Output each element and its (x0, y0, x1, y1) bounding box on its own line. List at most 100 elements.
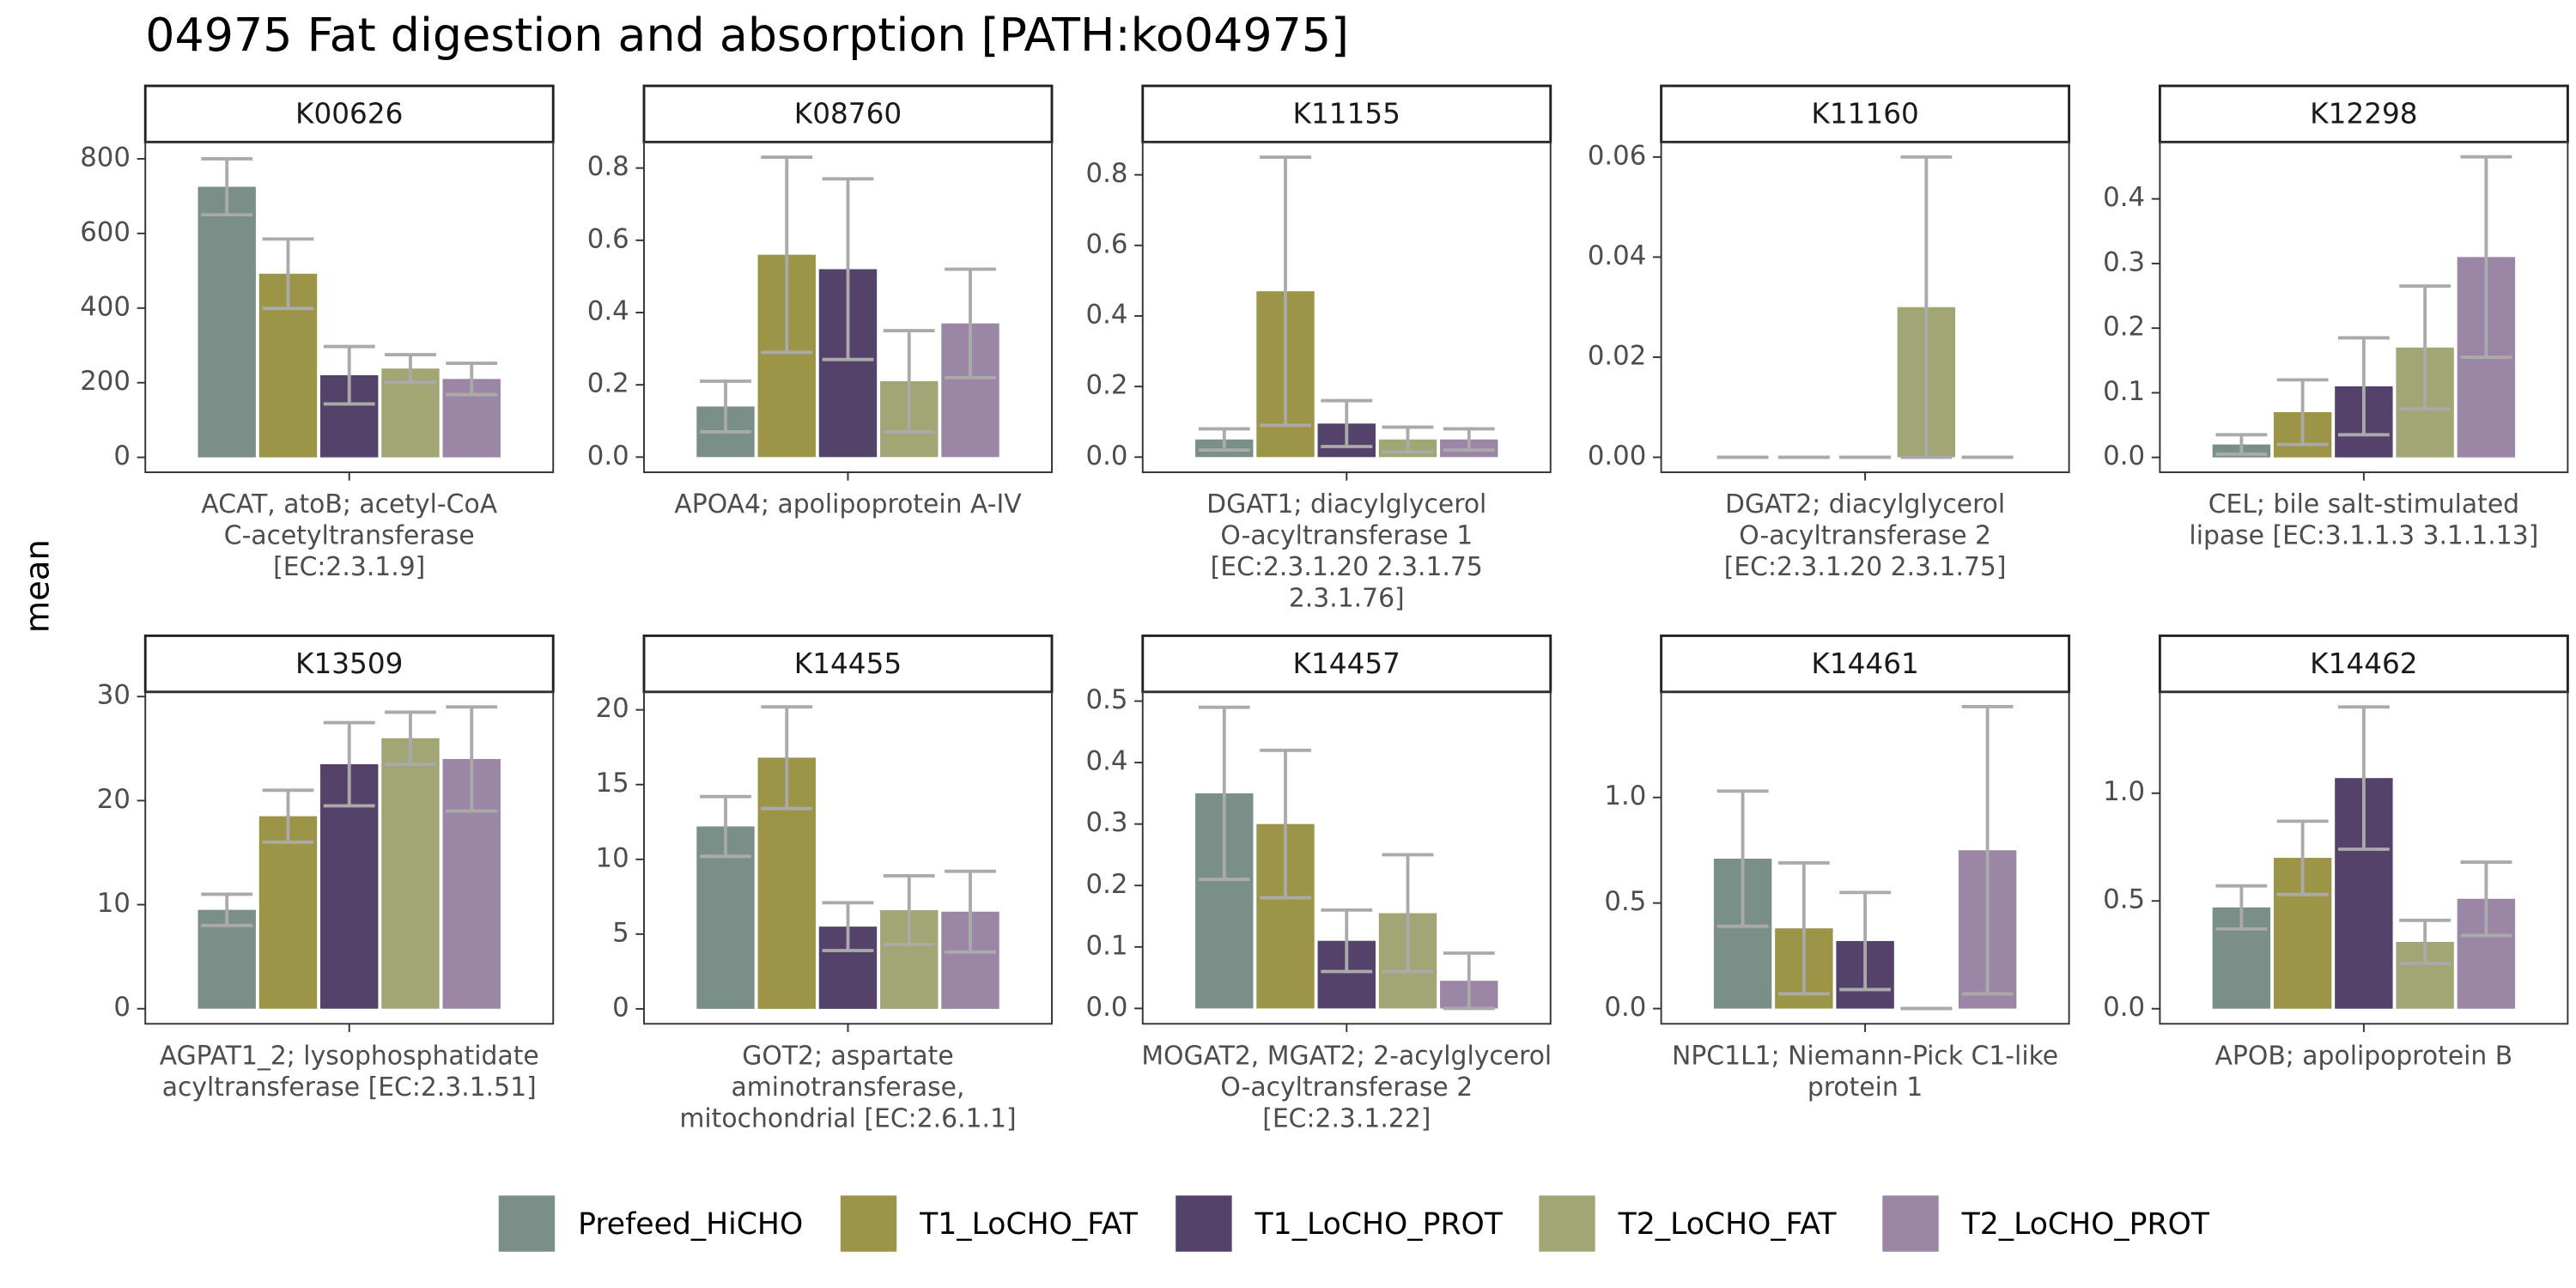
y-tick-label: 0.00 (1588, 440, 1646, 471)
x-axis-label: CEL; bile salt-stimulated (2208, 489, 2519, 519)
error-bar (1777, 861, 1830, 996)
error-bar (2460, 155, 2512, 359)
error-bar (2215, 884, 2268, 931)
error-bar (700, 794, 751, 859)
error-bar (385, 710, 436, 766)
y-tick-label: 0.6 (1086, 228, 1128, 259)
y-tick-label: 0.1 (1086, 930, 1128, 961)
strip (1660, 84, 2071, 143)
strip (1141, 634, 1552, 694)
y-tick-label: 1.0 (1604, 781, 1646, 811)
bar (381, 738, 440, 1009)
error-bar (2337, 705, 2390, 851)
strip-label: K11160 (1811, 98, 1918, 131)
y-tick-label: 0.02 (1588, 340, 1646, 371)
legend-label: T2_LoCHO_PROT (1961, 1207, 2210, 1242)
y-tick-label: 1.0 (2103, 776, 2145, 807)
error-bar (822, 177, 874, 361)
y-tick-label: 10 (97, 888, 131, 919)
legend-label: T2_LoCHO_FAT (1618, 1207, 1838, 1242)
x-axis-label: acyltransferase [EC:2.3.1.51] (162, 1072, 537, 1103)
bar (258, 816, 318, 1009)
strip (642, 84, 1054, 143)
y-tick-label: 600 (80, 216, 131, 247)
strip-label: K14457 (1293, 647, 1400, 680)
legend-swatch (840, 1195, 897, 1252)
error-bar (1443, 951, 1495, 1011)
y-tick-label: 0 (612, 992, 629, 1023)
strip-label: K14461 (1811, 647, 1918, 680)
legend-label: T1_LoCHO_FAT (919, 1207, 1139, 1242)
error-bar (822, 901, 874, 952)
strip (143, 84, 555, 143)
panel-border (1660, 141, 2070, 473)
legend-swatch (498, 1195, 556, 1252)
strip (2158, 84, 2569, 143)
error-bar (2215, 433, 2268, 456)
error-bar (1382, 853, 1434, 974)
error-bar (2399, 918, 2451, 965)
y-tick-label: 0.4 (1086, 746, 1128, 777)
y-tick-label: 15 (596, 768, 629, 799)
error-bar (446, 705, 498, 813)
error-bar (1260, 748, 1311, 900)
error-bar (262, 788, 314, 844)
y-tick-label: 200 (80, 366, 131, 397)
y-tick-label: 0.0 (2103, 440, 2145, 471)
x-axis-label: 2.3.1.76] (1289, 584, 1405, 614)
error-bar (1443, 427, 1495, 453)
y-tick-label: 0.0 (1086, 992, 1128, 1023)
legend-swatch (1539, 1195, 1595, 1252)
error-bar (883, 329, 935, 434)
error-bar (945, 267, 996, 380)
error-bar (700, 380, 751, 434)
y-tick-label: 0.2 (587, 368, 629, 399)
x-axis-label: ACAT, atoB; acetyl-CoA (201, 489, 497, 519)
strip-label: K08760 (794, 98, 902, 131)
x-axis-label: DGAT2; diacylglycerol (1725, 489, 2005, 519)
strip-label: K14455 (794, 647, 902, 680)
y-tick-label: 0.2 (1086, 869, 1128, 900)
y-tick-label: 0.0 (2103, 992, 2145, 1023)
error-bar (2276, 819, 2329, 896)
y-tick-label: 0.5 (2103, 884, 2145, 915)
strip-label: K00626 (295, 98, 403, 131)
y-tick-label: 0.0 (1086, 440, 1128, 471)
x-axis-label: aminotransferase, (732, 1072, 965, 1103)
x-axis-label: O-acyltransferase 2 (1220, 1072, 1473, 1103)
y-tick-label: 0.4 (1086, 299, 1128, 330)
error-bar (1839, 890, 1892, 992)
y-tick-label: 800 (80, 142, 131, 173)
strip-label: K11155 (1293, 98, 1400, 131)
x-axis-label: AGPAT1_2; lysophosphatidate (160, 1041, 539, 1071)
y-tick-label: 0.3 (1086, 807, 1128, 838)
strip-label: K13509 (295, 647, 403, 680)
error-bar (761, 705, 813, 811)
x-axis-label: protein 1 (1807, 1072, 1923, 1103)
error-bar (761, 155, 813, 355)
error-bar (883, 874, 935, 946)
legend-swatch (1176, 1195, 1232, 1252)
y-tick-label: 10 (596, 842, 629, 873)
error-bar (201, 892, 253, 927)
x-axis-label: DGAT1; diacylglycerol (1206, 489, 1486, 519)
x-axis-label: [EC:2.3.1.20 2.3.1.75 (1211, 552, 1483, 582)
x-axis-label: MOGAT2, MGAT2; 2-acylglycerol (1141, 1041, 1552, 1071)
x-axis-label: GOT2; aspartate (742, 1041, 953, 1071)
strip-label: K12298 (2310, 98, 2417, 131)
error-bar (1260, 155, 1311, 428)
y-tick-label: 0.8 (587, 151, 629, 182)
y-tick-label: 0 (113, 440, 131, 471)
y-tick-label: 0.8 (1086, 158, 1128, 189)
x-axis-label: [EC:2.3.1.9] (273, 552, 425, 582)
y-tick-label: 20 (596, 693, 629, 724)
error-bar (1198, 427, 1250, 453)
strip (2158, 634, 2569, 694)
error-bar (1198, 705, 1250, 882)
y-tick-label: 20 (97, 784, 131, 815)
y-tick-label: 0.6 (587, 223, 629, 254)
error-bar (2337, 336, 2390, 437)
error-bar (2276, 378, 2329, 447)
